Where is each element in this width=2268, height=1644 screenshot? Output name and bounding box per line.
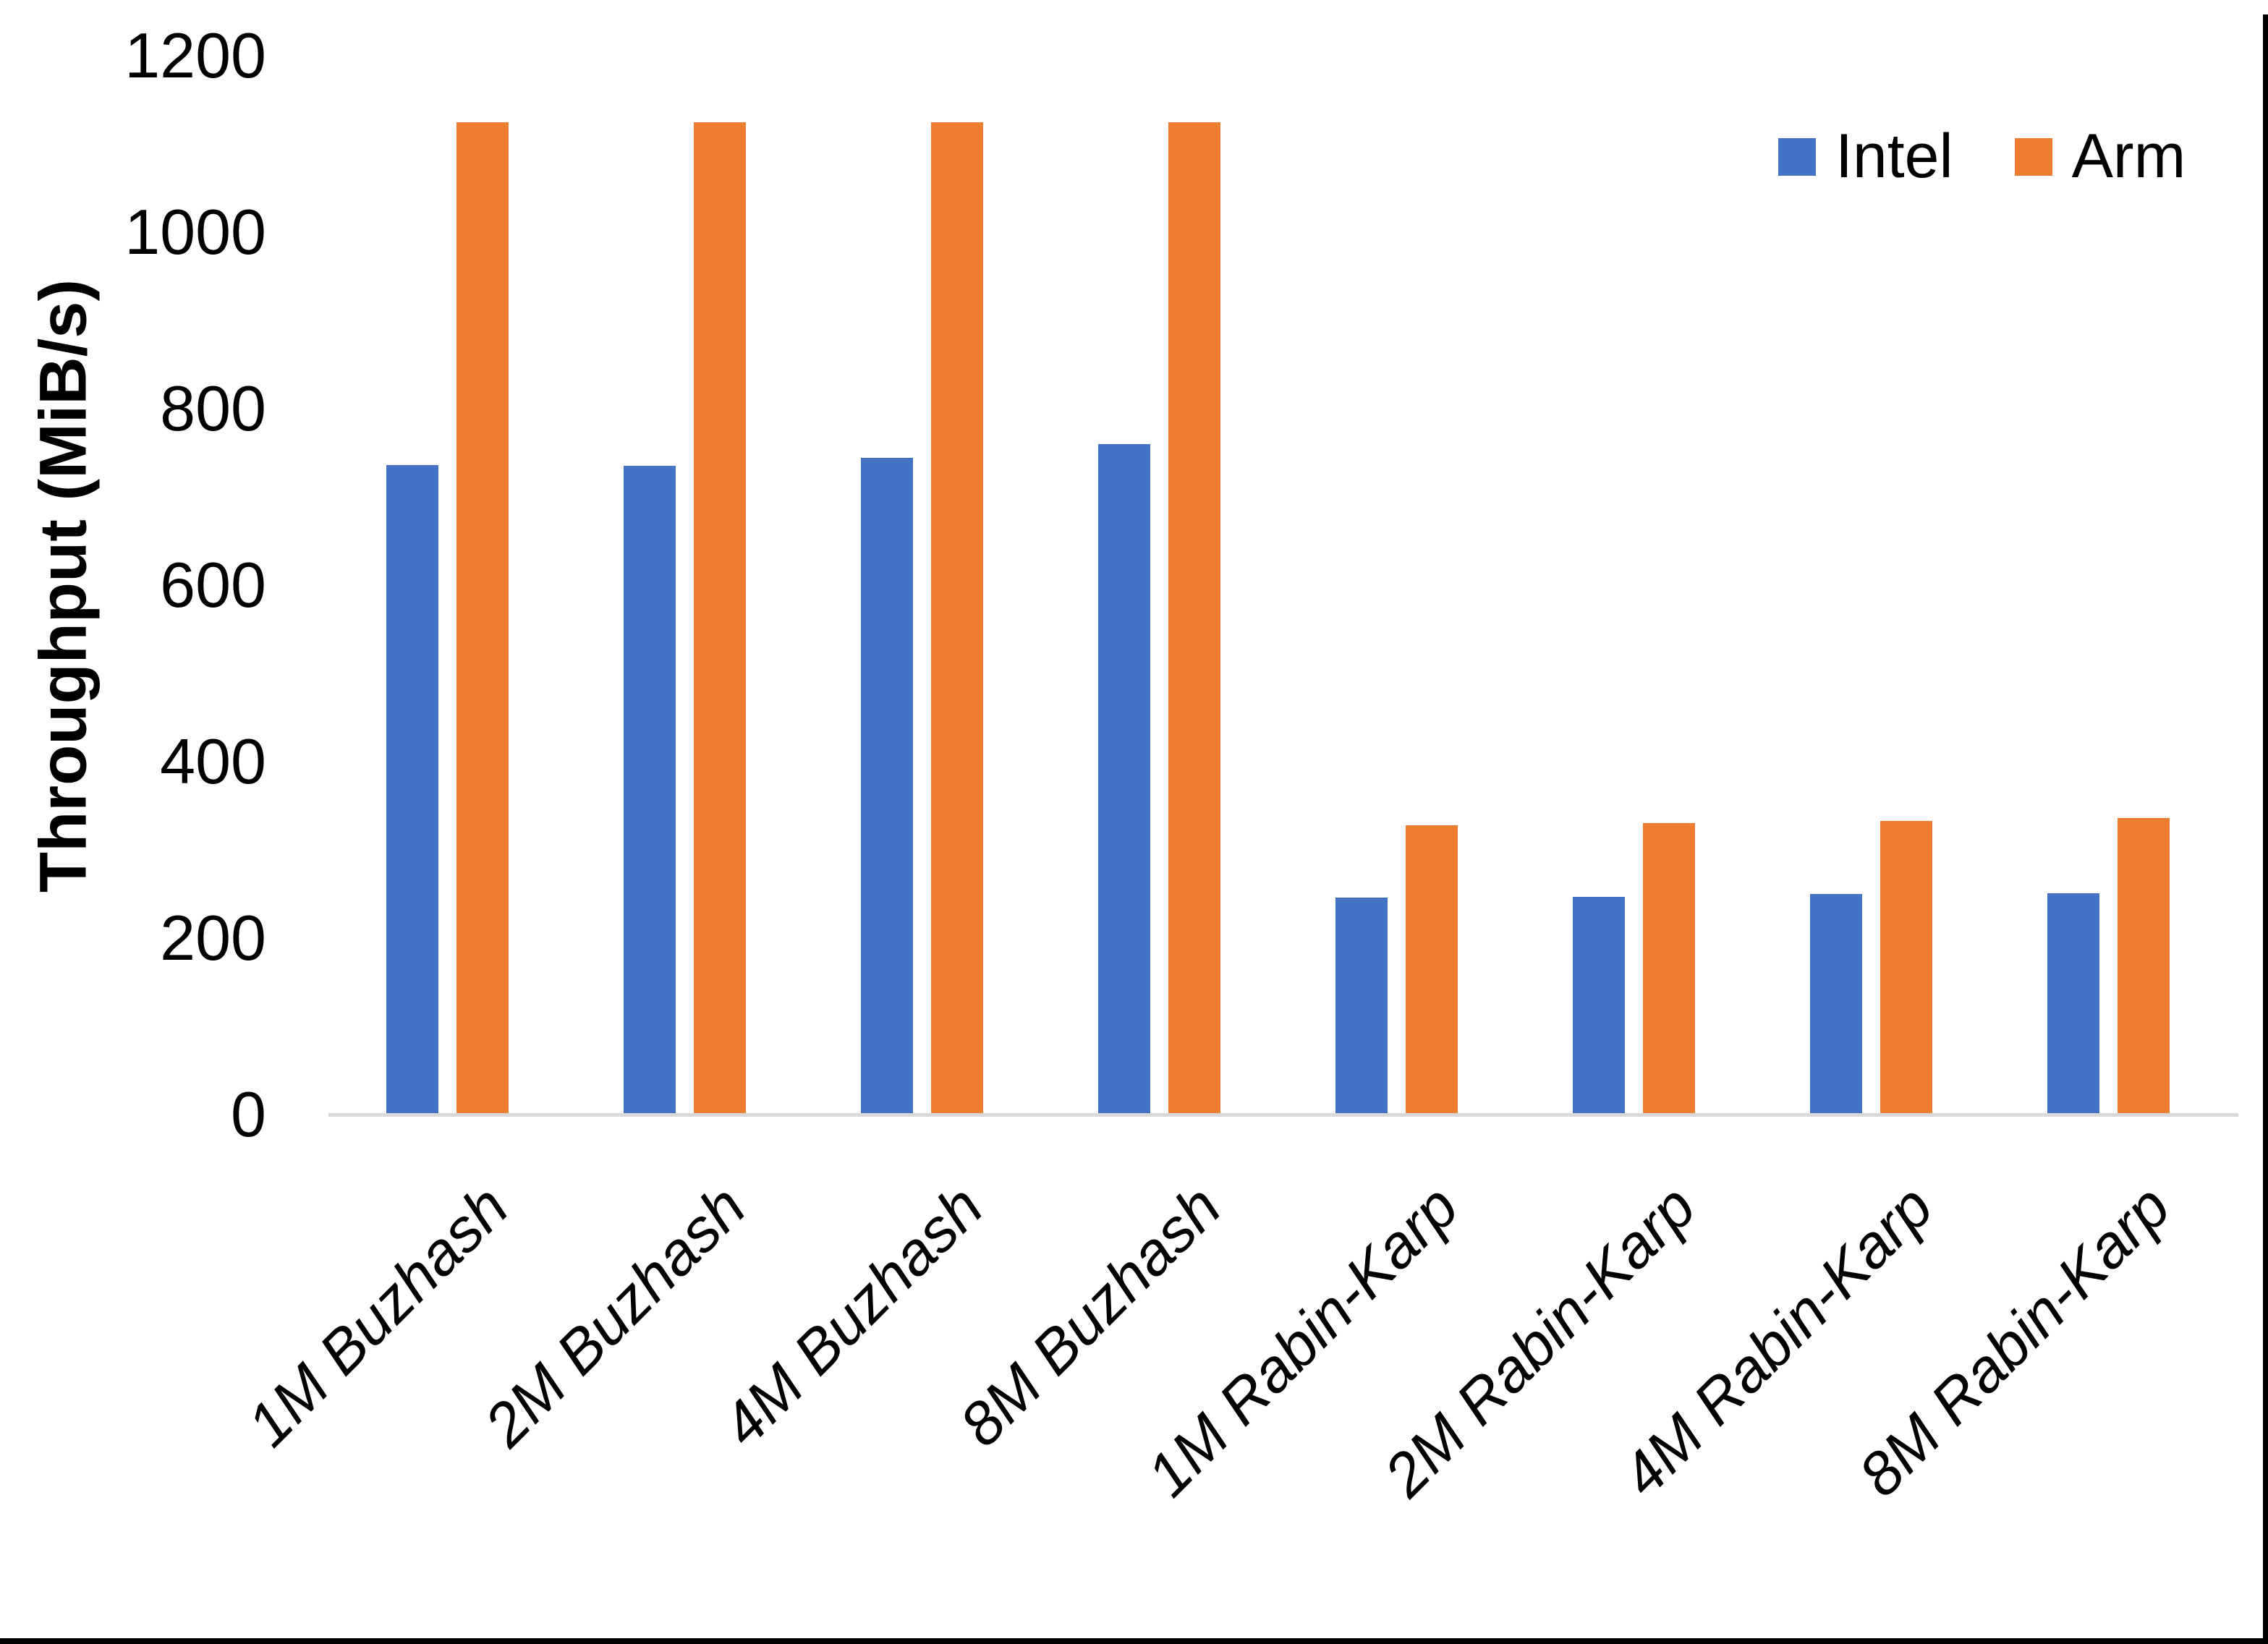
- bar-intel-2m-buzhash: [623, 466, 676, 1115]
- legend-item-intel: Intel: [1778, 121, 1953, 192]
- bar-arm-8m-rabin-karp: [2118, 818, 2170, 1115]
- legend-swatch-arm: [2014, 137, 2052, 176]
- bar-arm-1m-buzhash: [456, 122, 509, 1115]
- bar-intel-4m-rabin-karp: [1810, 894, 1863, 1115]
- plot-area: [328, 56, 2227, 1115]
- window-border-right: [2263, 14, 2268, 1644]
- bar-arm-2m-rabin-karp: [1643, 823, 1696, 1115]
- y-axis-tick-label: 1000: [124, 196, 266, 268]
- bar-intel-1m-rabin-karp: [1335, 897, 1388, 1115]
- legend-label-intel: Intel: [1835, 122, 1953, 191]
- bar-arm-8m-buzhash: [1168, 122, 1220, 1115]
- bar-arm-4m-buzhash: [930, 122, 983, 1115]
- y-axis-tick-label: 800: [160, 372, 266, 444]
- y-axis-tick-label: 400: [160, 725, 266, 797]
- legend: Intel Arm: [1778, 121, 2186, 192]
- bar-intel-2m-rabin-karp: [1573, 896, 1626, 1115]
- bar-intel-1m-buzhash: [386, 465, 438, 1115]
- bar-arm-4m-rabin-karp: [1880, 820, 1933, 1115]
- window-border-bottom: [0, 1638, 2268, 1644]
- y-axis-tick-label: 1200: [124, 20, 266, 91]
- x-axis-line: [328, 1113, 2238, 1117]
- y-axis-tick-label: 0: [231, 1078, 266, 1150]
- bar-arm-2m-buzhash: [693, 122, 746, 1115]
- legend-item-arm: Arm: [2014, 121, 2186, 192]
- y-axis-tick-label: 600: [160, 549, 266, 621]
- bar-intel-4m-buzhash: [860, 458, 913, 1115]
- legend-swatch-intel: [1778, 137, 1816, 176]
- bar-intel-8m-rabin-karp: [2047, 893, 2100, 1115]
- bar-arm-1m-rabin-karp: [1406, 825, 1458, 1115]
- y-axis-tick-label: 200: [160, 902, 266, 974]
- legend-label-arm: Arm: [2071, 122, 2186, 191]
- bar-intel-8m-buzhash: [1097, 443, 1150, 1115]
